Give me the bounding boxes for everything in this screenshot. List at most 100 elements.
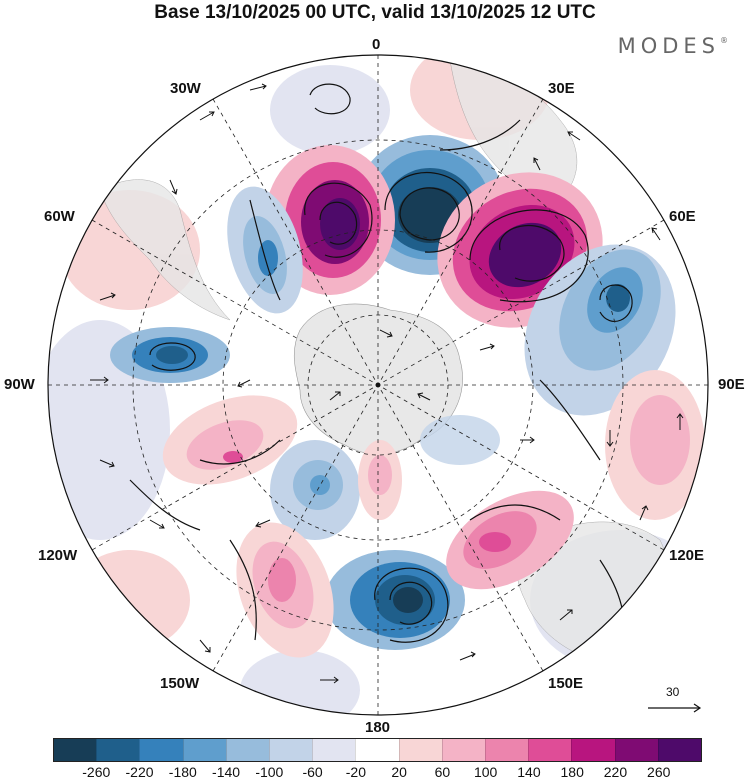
colorbar-cell-12	[571, 739, 615, 761]
colorbar-cell-0	[54, 739, 97, 761]
colorbar-ticks: -260 -220 -180 -140 -100 -60 -20 20 60 100 140 180 2…	[0, 764, 750, 782]
streamline-7	[599, 284, 633, 322]
streamline-9	[374, 567, 449, 643]
anomaly-faint-pos-3	[70, 550, 190, 650]
colorbar-tick-label: -220	[125, 764, 154, 780]
anomaly-pos-south-pacific	[236, 522, 334, 658]
wind-arrow-17	[417, 392, 431, 401]
wind-arrow-6	[320, 676, 339, 684]
modes-logo-text: MODES	[617, 34, 720, 58]
streamline-13	[249, 199, 281, 301]
wind-arrow-14	[249, 83, 267, 91]
anomaly-pos-center	[358, 440, 402, 520]
lon-label-150e: 150E	[548, 675, 584, 692]
anomaly-neg-indian-ocean	[524, 244, 676, 416]
colorbar-tick-label: -180	[168, 764, 197, 780]
colorbar-tick-label: 20	[391, 764, 407, 780]
map-content	[48, 55, 708, 715]
colorbar-cell-3	[182, 739, 226, 761]
colorbar-cell-8	[398, 739, 442, 761]
wind-arrow-9	[639, 505, 649, 521]
wind-arrow-16	[329, 391, 341, 401]
anomaly-neg-pacific-west	[110, 327, 230, 383]
colorbar	[53, 738, 702, 762]
streamline-16	[229, 539, 257, 641]
colorbar-cell-7	[355, 739, 399, 761]
lon-label-60w: 60W	[44, 208, 75, 225]
colorbar-cell-4	[225, 739, 270, 761]
colorbar-tick-label: -60	[302, 764, 323, 780]
lon-label-120w: 120W	[38, 547, 78, 564]
colorbar-cell-14	[657, 739, 702, 761]
wind-arrow-2	[90, 376, 109, 384]
anomaly-pos-bellingshausen	[162, 395, 298, 485]
anomaly-neg-ross-sea	[325, 550, 465, 650]
wind-arrow-23	[606, 430, 614, 447]
wind-arrow-8	[559, 609, 573, 621]
wind-arrow-12	[567, 131, 581, 141]
anomaly-pos-south-indian	[605, 370, 705, 520]
wind-scale-arrow	[648, 703, 702, 713]
wind-arrow-22	[169, 179, 178, 195]
anomaly-faint-neg-3	[270, 65, 390, 155]
colorbar-cell-5	[269, 739, 313, 761]
colorbar-tick-label: -100	[255, 764, 284, 780]
colorbar-cell-10	[485, 739, 529, 761]
chart-title: Base 13/10/2025 00 UTC, valid 13/10/2025…	[154, 2, 596, 23]
streamline-15	[469, 504, 561, 521]
colorbar-tick-label: 100	[473, 764, 498, 780]
lon-label-30w: 30W	[170, 80, 201, 97]
modes-logo: MODES®	[618, 34, 728, 58]
wind-arrow-4	[149, 519, 165, 529]
lon-label-60e: 60E	[669, 208, 696, 225]
streamline-19	[129, 479, 201, 531]
streamline-10	[149, 342, 196, 371]
map-border	[47, 54, 709, 716]
wind-arrow-3	[99, 459, 115, 468]
latitude-circle-3	[132, 139, 624, 631]
colorbar-tick-label: 140	[517, 764, 541, 780]
colorbar-tick-label: -260	[82, 764, 111, 780]
wind-arrow-13	[199, 111, 215, 121]
streamline-5	[499, 225, 565, 282]
colorbar-cell-1	[96, 739, 140, 761]
registered-mark: ®	[720, 36, 728, 45]
wind-arrow-24	[255, 519, 271, 528]
wind-arrow-21	[533, 157, 541, 171]
wind-arrow-11	[651, 227, 661, 241]
wind-arrow-10	[676, 413, 684, 430]
lon-label-180: 180	[365, 719, 391, 736]
anomaly-faint-neg-4	[240, 650, 360, 715]
wind-arrow-20	[479, 343, 495, 351]
lon-label-90e: 90E	[718, 376, 745, 393]
colorbar-tick-label: 180	[560, 764, 584, 780]
lon-label-30e: 30E	[548, 80, 575, 97]
colorbar-tick-label: -140	[212, 764, 241, 780]
streamline-17	[199, 439, 281, 465]
colorbar-cell-9	[441, 739, 486, 761]
lon-label-120e: 120E	[669, 547, 705, 564]
streamline-11	[309, 83, 351, 115]
wind-arrow-1	[99, 292, 116, 301]
lon-label-150w: 150W	[160, 675, 200, 692]
colorbar-tick-label: 60	[434, 764, 451, 780]
colorbar-tick-label: 220	[603, 764, 628, 780]
wind-arrow-18	[520, 436, 535, 444]
south-pole-dot	[375, 382, 381, 388]
wind-scale-label: 30	[666, 685, 680, 699]
streamline-4	[304, 182, 373, 258]
streamline-12	[439, 119, 521, 151]
streamline-14	[539, 379, 601, 461]
streamline-6	[469, 209, 589, 303]
wind-arrow-7	[459, 651, 476, 661]
colorbar-cell-13	[614, 739, 658, 761]
wind-arrows	[90, 83, 684, 684]
lon-label-0: 0	[372, 36, 381, 53]
colorbar-cell-2	[139, 739, 183, 761]
streamlines	[129, 83, 633, 651]
streamline-2	[384, 172, 473, 253]
streamline-3	[319, 201, 358, 245]
wind-arrow-5	[199, 639, 211, 653]
colorbar-tick-label: -20	[345, 764, 366, 780]
